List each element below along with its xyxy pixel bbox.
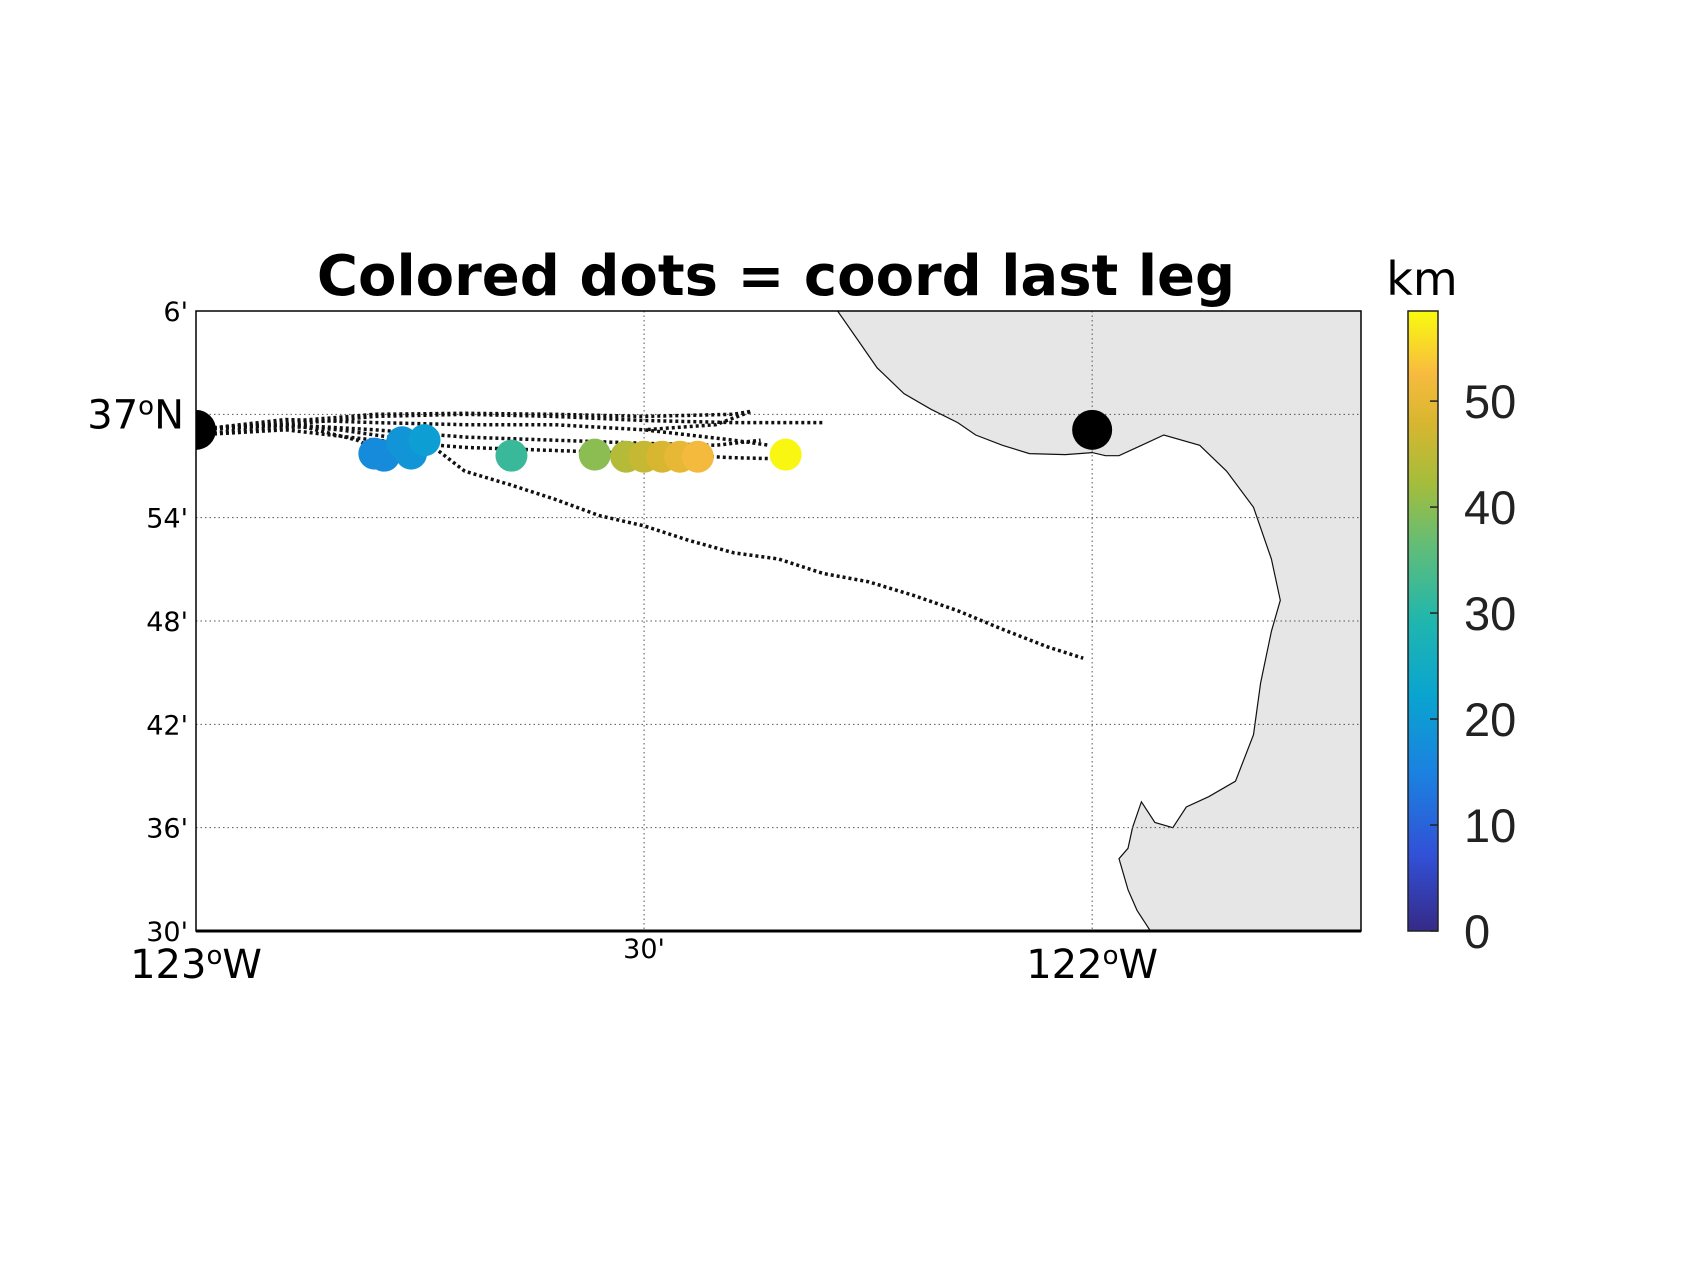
lat-tick-label: 6': [163, 297, 188, 328]
lat-tick-degree-sign: o: [138, 391, 154, 421]
lat-tick-label: 30': [146, 917, 188, 948]
colorbar-tick-label: 50: [1464, 375, 1516, 428]
drifter-track: [196, 409, 753, 432]
land-area: [837, 311, 1361, 931]
endpoint-markers: [196, 409, 1113, 450]
latitude-labels: 6' 37oN 54' 48' 42' 36' 30': [87, 297, 188, 948]
drifter-track: [196, 417, 770, 448]
lat-tick-label: 37oN: [87, 391, 184, 438]
endpoint-marker: [1072, 409, 1113, 450]
lat-tick-label: 48': [146, 607, 188, 638]
endpoint-marker: [196, 409, 216, 450]
colorbar-tick-label: 30: [1464, 587, 1516, 640]
colored-dot: [769, 438, 802, 471]
lat-tick-degrees: 37: [87, 392, 138, 438]
drifter-track: [196, 424, 385, 456]
colored-dot: [495, 439, 528, 472]
lat-tick-hemisphere: N: [154, 392, 184, 438]
map-plot-area: [195, 310, 1362, 933]
longitude-labels: 123oW 30' 122oW: [130, 934, 1158, 988]
map-title: Colored dots = coord last leg: [317, 244, 1235, 309]
lon-tick-hemisphere: W: [1119, 942, 1159, 988]
colorbar-gradient: [1407, 310, 1439, 932]
colorbar-tick-label: 10: [1464, 799, 1516, 852]
lat-tick-label: 42': [146, 710, 188, 741]
lon-tick-label: 123oW: [130, 941, 262, 988]
lat-tick-label: 54': [146, 504, 188, 535]
lon-tick-label: 122oW: [1026, 941, 1158, 988]
lon-tick-degree-sign: o: [206, 941, 222, 971]
lon-tick-degrees: 123: [130, 942, 206, 988]
colorbar-tick-label: 20: [1464, 693, 1516, 746]
drifter-tracks: [196, 409, 1084, 660]
coastline: [837, 311, 1281, 931]
colored-dot: [681, 440, 714, 473]
lon-tick-label: 30': [623, 934, 665, 965]
lon-tick-hemisphere: W: [222, 942, 262, 988]
colorbar-tick-label: 0: [1464, 905, 1490, 958]
colored-dots: [358, 424, 802, 473]
colorbar-label: km: [1386, 252, 1457, 306]
colored-dot: [408, 424, 441, 457]
colored-dot: [578, 438, 611, 471]
lon-tick-degree-sign: o: [1103, 941, 1119, 971]
colorbar-tick-label: 40: [1464, 481, 1516, 534]
colorbar: km 0 10 20 30 40 50: [1386, 252, 1516, 958]
colorbar-ticks: 0 10 20 30 40 50: [1430, 375, 1516, 958]
lon-tick-degrees: 122: [1026, 942, 1102, 988]
lat-tick-label: 36': [146, 814, 188, 845]
